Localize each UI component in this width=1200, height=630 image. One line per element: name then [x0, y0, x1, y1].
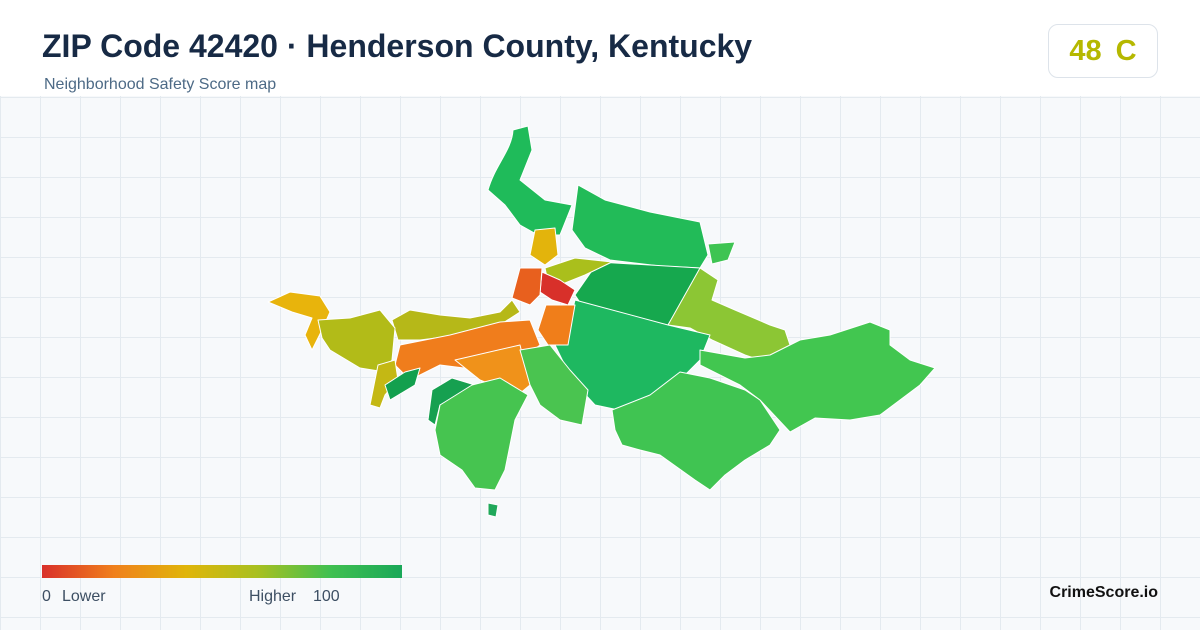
- region: [537, 304, 576, 346]
- region: [384, 367, 421, 401]
- legend-max-label: Higher: [249, 588, 297, 605]
- region: [267, 291, 331, 351]
- region: [571, 184, 709, 269]
- region: [454, 344, 531, 396]
- region: [487, 125, 573, 236]
- region: [511, 267, 543, 306]
- region: [434, 377, 529, 491]
- legend-min-label: Lower: [62, 588, 106, 605]
- legend-min: 0: [42, 588, 51, 605]
- subtitle: Neighborhood Safety Score map: [44, 76, 277, 93]
- score-grade: C: [1115, 34, 1137, 67]
- region: [369, 359, 399, 409]
- region: [487, 502, 499, 518]
- legend-gradient: [42, 565, 402, 578]
- region: [699, 321, 936, 433]
- header-bar: [0, 0, 1200, 96]
- region: [317, 309, 396, 373]
- score-value: 48: [1069, 34, 1102, 67]
- region: [611, 371, 781, 491]
- region: [519, 344, 589, 426]
- brand: CrimeScore.io: [1049, 584, 1158, 601]
- region: [707, 241, 736, 265]
- region: [391, 299, 521, 341]
- legend-max: 100: [313, 588, 340, 605]
- score-badge: 48 C: [1048, 24, 1158, 78]
- title: ZIP Code 42420 · Henderson County, Kentu…: [42, 28, 753, 64]
- region: [529, 227, 559, 266]
